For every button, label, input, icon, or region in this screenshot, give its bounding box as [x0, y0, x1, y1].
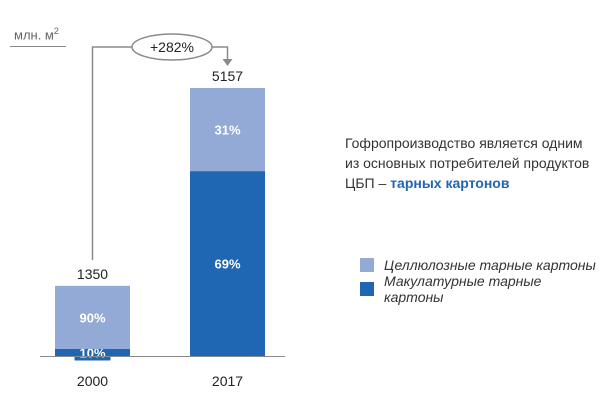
growth-label: +282%	[150, 39, 194, 55]
share-label-2017-series-0: 69%	[214, 257, 240, 272]
category-label-2017: 2017	[212, 373, 243, 389]
unit-underline	[10, 46, 66, 47]
bar-2000-series-1	[55, 285, 130, 349]
bar-2017-series-1	[190, 88, 265, 172]
legend-swatch-recycled	[360, 282, 374, 296]
chart-description: Гофропроизводство является одним из осно…	[345, 135, 590, 191]
legend-label-cellulose: Целлюлозные тарные картоны	[384, 257, 596, 273]
total-label-2000: 1350	[77, 266, 108, 282]
description-highlight: тарных картонов	[390, 175, 510, 191]
growth-badge	[131, 33, 213, 61]
legend: Целлюлозные тарные картоны Макулатурные …	[360, 253, 604, 305]
growth-arrowhead	[222, 59, 233, 66]
bar-2017-series-0	[190, 171, 265, 356]
total-label-2017: 5157	[212, 68, 243, 84]
unit-label: млн. м2	[14, 26, 59, 43]
legend-label-recycled: Макулатурные тарные картоны	[384, 273, 542, 305]
share-label-2000-series-1: 90%	[79, 310, 105, 325]
legend-swatch-cellulose	[360, 258, 374, 272]
legend-item-cellulose: Целлюлозные тарные картоны	[360, 253, 604, 277]
share-label-2017-series-1: 31%	[214, 123, 240, 138]
category-label-2000: 2000	[77, 373, 108, 389]
legend-item-recycled: Макулатурные тарные картоны	[360, 273, 604, 305]
